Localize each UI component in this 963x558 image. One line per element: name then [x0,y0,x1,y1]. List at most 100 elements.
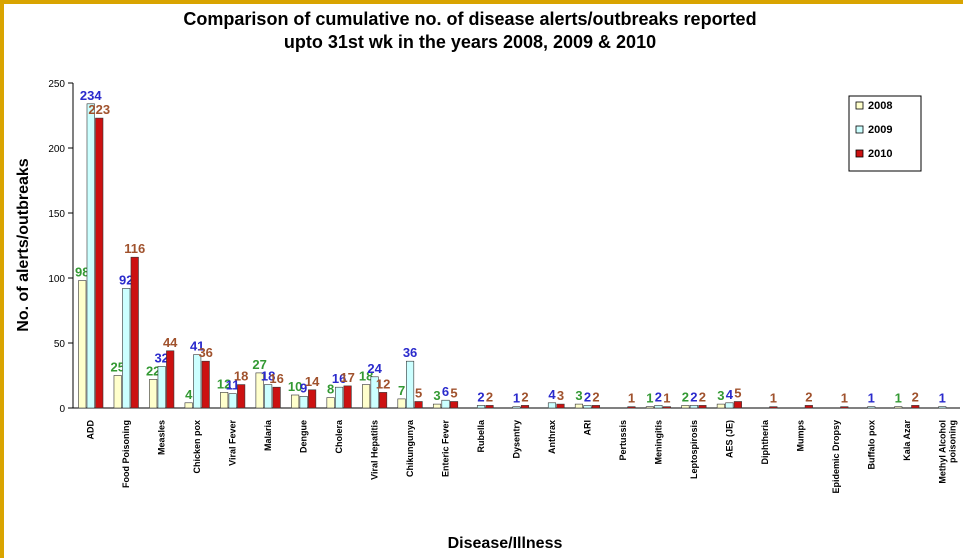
category-label: Dysentry [512,420,522,459]
legend-swatch-2010 [855,149,864,158]
data-label-2009: 2 [477,389,484,404]
bar-2010 [591,405,601,409]
bar-2008 [716,403,725,409]
data-label-2009: 1 [513,391,520,406]
data-label-2009: 11 [226,378,240,393]
y-tick-label: 150 [48,209,65,220]
category-label: Methyl Alcohol [937,420,947,484]
data-label-2009: 4 [726,387,734,402]
bar-2008 [432,403,442,409]
bar-2009 [370,376,379,409]
bar-2009 [583,405,592,409]
y-axis-label: No. of alerts/outbreaks [15,158,32,331]
data-label-2009: 2 [584,389,591,404]
bar-2010 [627,406,636,409]
bar-2008 [113,375,122,409]
category-label: Rubella [476,419,486,453]
bar-2009 [228,393,237,409]
data-label-2008: 3 [575,388,582,403]
data-label-2010: 18 [234,369,248,384]
category-label: Food Poisoning [121,420,131,488]
bar-2010 [911,405,920,409]
data-label-2010: 16 [269,371,283,386]
bar-2009 [867,406,876,409]
category-label: Epidemic Dropsy [831,420,841,494]
legend-swatch-2008 [855,101,864,110]
bar-2010 [485,405,494,409]
data-label-2008: 1 [895,391,902,406]
bar-2009 [547,402,557,409]
bar-2010 [662,406,671,409]
category-label: Chikungunya [405,419,415,477]
category-label: AES (JE) [724,420,734,458]
category-label: Diphtheria [760,419,770,464]
bar-2010 [733,401,742,409]
data-label-2008: 3 [433,388,440,403]
data-label-2008: 2 [682,389,689,404]
bar-2008 [362,384,371,409]
data-label-2009: 41 [190,339,204,354]
legend: 2008 2009 2010 [848,95,922,172]
data-label-2010: 2 [486,389,493,404]
category-label: Kala Azar [902,420,912,461]
bar-2010 [698,405,707,409]
category-label: Leptospirosis [689,420,699,479]
bar-2010 [449,401,459,409]
data-label-2010: 44 [163,335,178,350]
bar-2010 [166,350,175,409]
data-label-2010: 12 [376,376,390,391]
bar-2010 [95,117,104,409]
data-label-2009: 32 [154,350,168,365]
data-label-2009: 1 [868,391,875,406]
data-label-2010: 5 [415,386,422,401]
data-label-2010: 1 [663,391,670,406]
bar-2009 [157,366,166,409]
data-label-2009: 36 [403,345,417,360]
data-label-2009: 2 [690,389,697,404]
bar-2010 [308,389,317,409]
data-label-2009: 18 [261,369,275,384]
legend-label-2009: 2009 [868,124,892,136]
bar-2010 [130,256,139,409]
data-label-2008: 1 [646,391,653,406]
data-label-2010: 3 [557,388,564,403]
category-label: ADD [86,420,96,440]
bar-2009 [512,406,521,409]
bar-2008 [78,280,87,409]
bar-2010 [272,386,281,409]
bar-2010 [343,385,352,409]
data-label-2008: 98 [75,265,89,280]
bar-2008 [149,379,158,409]
y-tick-label: 100 [48,274,65,285]
data-label-2009: 234 [80,88,102,103]
data-label-2008: 18 [359,369,373,384]
bar-2010 [556,403,565,409]
category-label: Malaria [263,419,273,451]
category-label: poisoning [947,420,957,463]
category-label: Dengue [299,420,309,453]
data-label-2008: 27 [252,357,266,372]
bar-2010 [379,392,388,409]
category-label: Buffalo pox [866,420,876,470]
data-label-2010: 14 [305,374,320,389]
data-label-2009: 6 [442,384,449,399]
bar-2009 [335,386,344,409]
legend-label-2008: 2008 [868,100,892,112]
bar-2008 [894,406,903,409]
data-label-2009: 4 [548,387,556,402]
category-label: Enteric Fever [441,420,451,478]
bar-2009 [725,402,734,409]
data-label-2009: 1 [939,391,946,406]
bar-2009 [86,103,95,409]
data-label-2010: 5 [734,386,741,401]
chart-title-line1: Comparison of cumulative no. of disease … [183,9,756,29]
data-label-2010: 2 [592,389,599,404]
category-label: Pertussis [618,420,628,461]
bar-2009 [689,405,698,409]
category-label: Chicken pox [192,420,202,474]
bar-2009 [938,406,947,409]
category-label: ARI [582,420,592,436]
data-label-2009: 2 [655,389,662,404]
